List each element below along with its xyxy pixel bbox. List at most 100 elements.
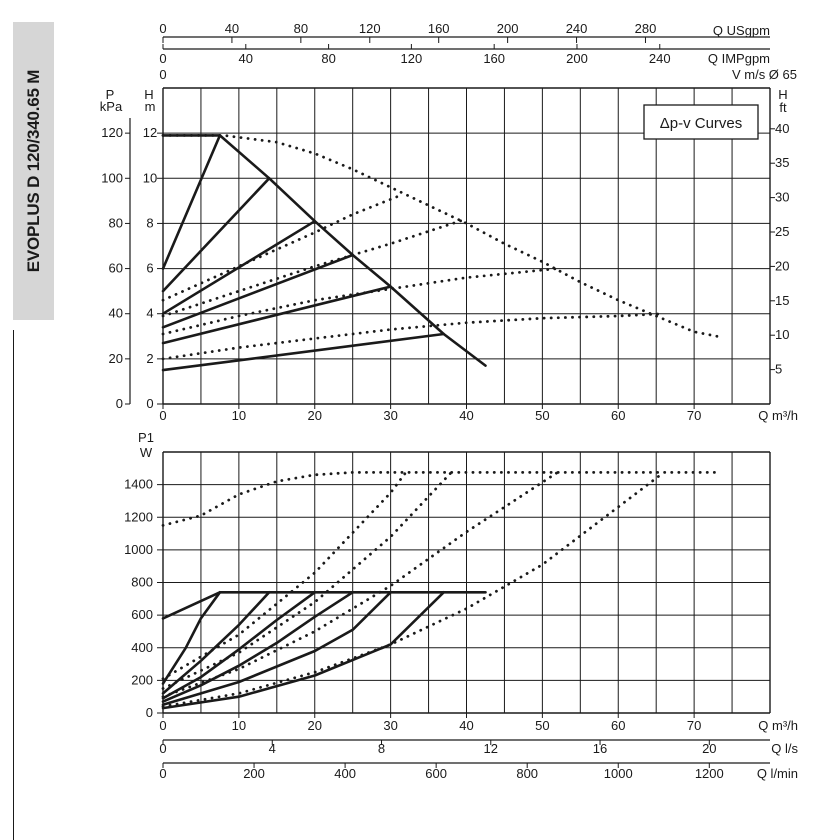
x-tick-impgpm: 0 <box>159 51 166 66</box>
x-tick-q-top: 20 <box>308 408 322 423</box>
x-tick-usgpm: 0 <box>159 21 166 36</box>
x-tick-usgpm: 240 <box>566 21 588 36</box>
x-label-velocity: V m/s Ø 65 <box>732 67 797 82</box>
x-tick-ls: 12 <box>484 741 498 756</box>
solid-curve-2 <box>161 177 271 293</box>
y-tick-head-ft: 25 <box>775 224 789 239</box>
head-chart-series <box>161 133 719 372</box>
x-label-impgpm: Q IMPgpm <box>708 51 770 66</box>
x-tick-q-bottom: 0 <box>159 718 166 733</box>
legend-frame <box>643 104 759 140</box>
x-tick-q-bottom: 30 <box>383 718 397 733</box>
power-chart-grid <box>162 451 771 714</box>
y-tick-kpa: 60 <box>109 261 123 276</box>
y-tick-head-ft: 20 <box>775 258 789 273</box>
x-tick-lmin: 400 <box>334 766 356 781</box>
x-tick-q-bottom: 20 <box>308 718 322 733</box>
y-tick-head-ft: 15 <box>775 293 789 308</box>
y-tick-power: 600 <box>131 607 153 622</box>
x-tick-lmin: 1200 <box>695 766 724 781</box>
solid-curve-4 <box>161 253 355 329</box>
x-tick-q-top: 30 <box>383 408 397 423</box>
dotted-curve-7 <box>161 470 719 527</box>
x-tick-lmin: 200 <box>243 766 265 781</box>
y-tick-power: 1400 <box>124 477 153 492</box>
y-tick-head-ft: 40 <box>775 121 789 136</box>
y-tick-kpa: 120 <box>101 125 123 140</box>
y-tick-head-m: 2 <box>146 351 153 366</box>
y-tick-power: 800 <box>131 575 153 590</box>
x-label-usgpm: Q USgpm <box>713 23 770 38</box>
legend-text: Δp-v Curves <box>660 115 743 132</box>
solid-curve-2 <box>161 590 271 695</box>
x-tick-lmin: 800 <box>516 766 538 781</box>
y-tick-kpa: 0 <box>116 396 123 411</box>
x-tick-ls: 16 <box>593 741 607 756</box>
y-tick-power: 1200 <box>124 509 153 524</box>
x-label-q-bottom: Q m³/h <box>758 718 798 733</box>
x-tick-impgpm: 160 <box>483 51 505 66</box>
x-tick-q-top: 10 <box>232 408 246 423</box>
x-label-q-top: Q m³/h <box>758 408 798 423</box>
dotted-curve-7 <box>161 133 719 338</box>
x-tick-q-top: 0 <box>159 408 166 423</box>
x-tick-usgpm: 160 <box>428 21 450 36</box>
x-tick-impgpm: 200 <box>566 51 588 66</box>
y-tick-head-m: 10 <box>143 170 157 185</box>
dotted-curve-10 <box>161 267 559 336</box>
x-tick-impgpm: 120 <box>401 51 423 66</box>
x-tick-q-top: 70 <box>687 408 701 423</box>
x-tick-usgpm: 280 <box>635 21 657 36</box>
dotted-curve-11 <box>161 470 666 708</box>
solid-curve-0 <box>161 134 487 367</box>
y-label-kpa: kPa <box>100 99 123 114</box>
solid-curve-6 <box>161 590 446 710</box>
x-tick-impgpm: 80 <box>321 51 335 66</box>
side-tab: EVOPLUS D 120/340.65 M <box>13 22 54 320</box>
x-tick-velocity: 0 <box>159 67 166 82</box>
solid-curve-1 <box>161 590 222 685</box>
y-tick-head-ft: 10 <box>775 327 789 342</box>
x-tick-usgpm: 120 <box>359 21 381 36</box>
solid-curve-3 <box>161 590 317 700</box>
x-tick-impgpm: 40 <box>239 51 253 66</box>
y-tick-head-m: 8 <box>146 215 153 230</box>
y-tick-head-m: 4 <box>146 306 153 321</box>
y-tick-head-ft: 35 <box>775 155 789 170</box>
dotted-curve-8 <box>161 194 400 302</box>
y-label-h: H <box>144 87 153 102</box>
legend-box: Δp-v Curves <box>643 104 759 140</box>
x-tick-ls: 0 <box>159 741 166 756</box>
x-tick-q-bottom: 60 <box>611 718 625 733</box>
side-divider <box>13 330 14 840</box>
dotted-curve-11 <box>161 312 666 361</box>
x-tick-impgpm: 240 <box>649 51 671 66</box>
x-label-ls: Q l/s <box>771 741 798 756</box>
dotted-curve-8 <box>161 470 408 681</box>
x-label-lmin: Q l/min <box>757 766 798 781</box>
y-label-h-right: H <box>778 87 787 102</box>
y-tick-head-ft: 5 <box>775 362 782 377</box>
y-tick-kpa: 80 <box>109 215 123 230</box>
y-tick-head-m: 6 <box>146 261 153 276</box>
solid-curve-3 <box>161 219 317 316</box>
y-tick-power: 1000 <box>124 542 153 557</box>
solid-curve-5 <box>161 590 392 707</box>
power-chart-series <box>161 470 719 710</box>
solid-curve-1 <box>161 134 222 270</box>
x-tick-lmin: 600 <box>425 766 447 781</box>
solid-curve-6 <box>161 332 446 372</box>
x-tick-ls: 4 <box>269 741 276 756</box>
y-label-ft: ft <box>779 100 787 115</box>
y-tick-head-m: 12 <box>143 125 157 140</box>
y-tick-power: 200 <box>131 672 153 687</box>
x-tick-ls: 20 <box>702 741 716 756</box>
x-tick-q-bottom: 40 <box>459 718 473 733</box>
y-label-p: P <box>106 87 115 102</box>
x-tick-usgpm: 200 <box>497 21 519 36</box>
y-tick-head-m: 0 <box>146 396 153 411</box>
x-tick-lmin: 0 <box>159 766 166 781</box>
x-tick-q-top: 50 <box>535 408 549 423</box>
solid-curve-5 <box>161 285 392 345</box>
